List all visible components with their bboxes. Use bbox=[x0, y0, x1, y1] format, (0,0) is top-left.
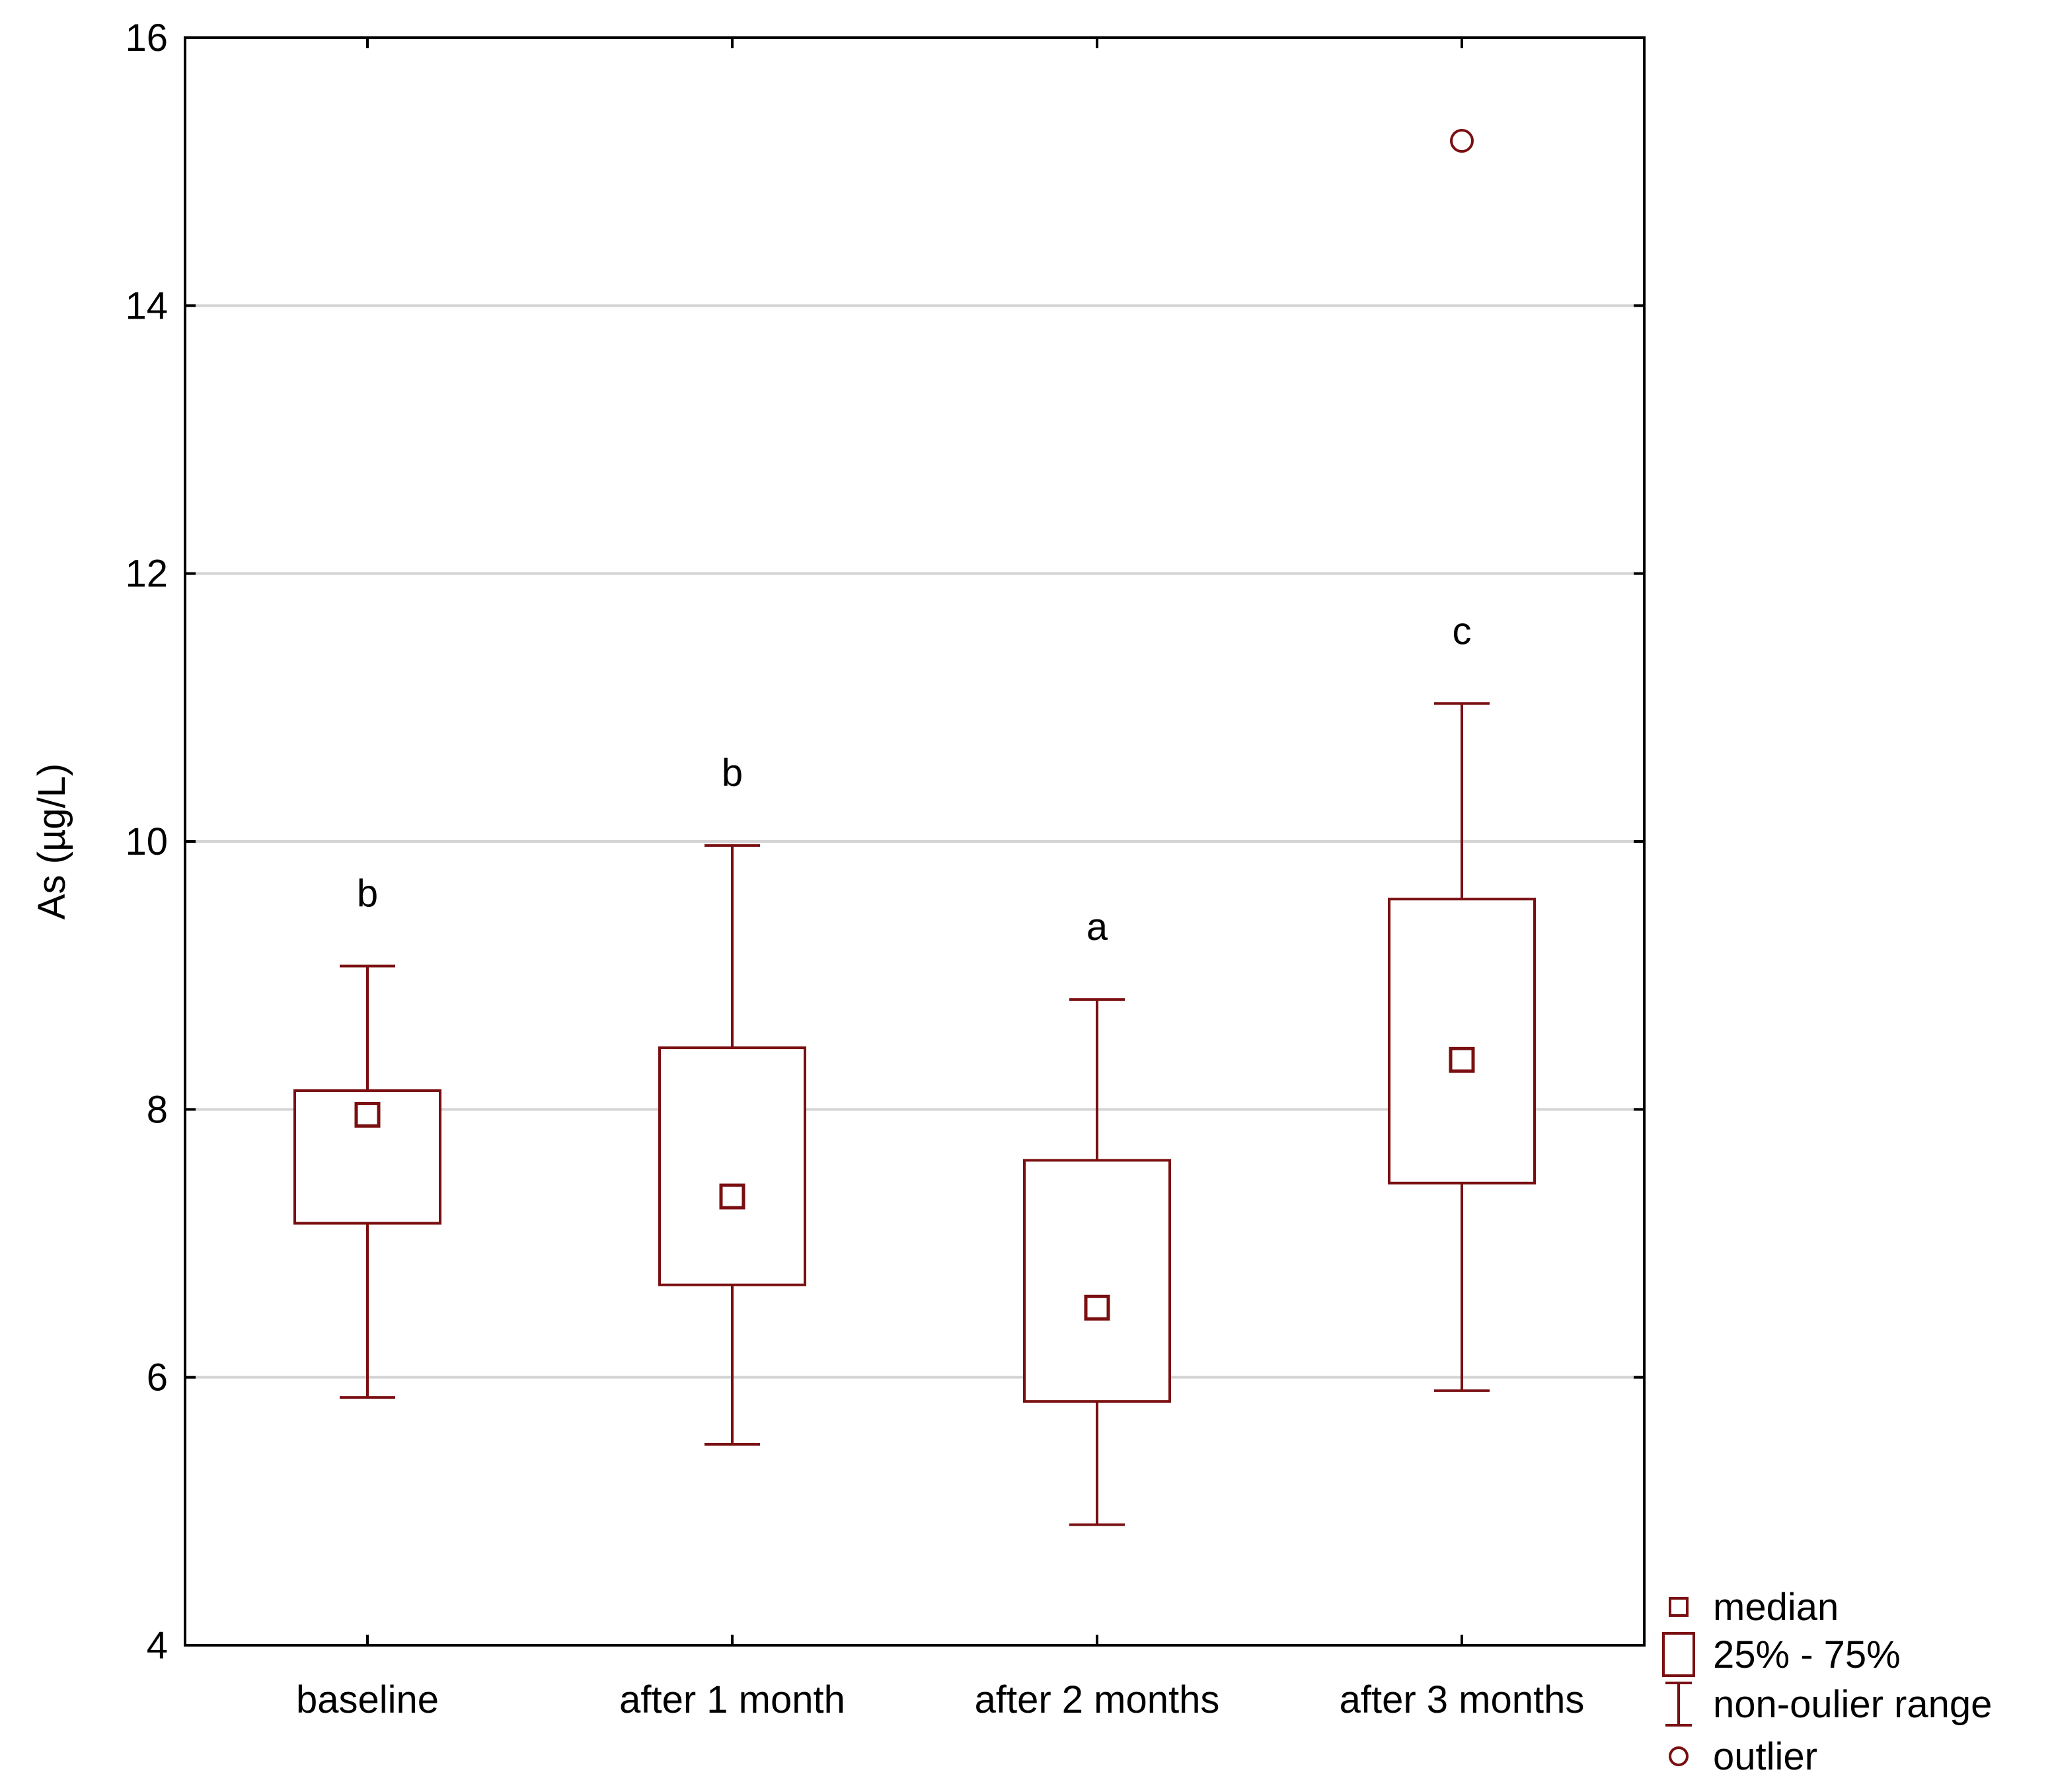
median-marker bbox=[1084, 1294, 1110, 1321]
box-group: c bbox=[1388, 129, 1536, 1392]
group-letter: a bbox=[1086, 906, 1108, 949]
legend-entry: non-oulier range bbox=[1665, 1682, 1992, 1727]
y-tick-label: 16 bbox=[125, 17, 168, 59]
y-tick-label: 6 bbox=[147, 1356, 168, 1399]
legend-label: median bbox=[1713, 1586, 1839, 1629]
box-group: b bbox=[293, 872, 441, 1399]
median-marker bbox=[1449, 1046, 1475, 1073]
legend-label: non-oulier range bbox=[1713, 1683, 1992, 1726]
y-tick-label: 4 bbox=[147, 1624, 168, 1667]
legend-label: outlier bbox=[1713, 1735, 1817, 1778]
outlier-point bbox=[1450, 129, 1474, 153]
iqr-box bbox=[293, 1089, 441, 1225]
group-letter: b bbox=[722, 752, 743, 795]
x-tick-label: after 1 month bbox=[619, 1678, 845, 1721]
y-tick-label: 12 bbox=[125, 553, 168, 596]
y-tick-label: 8 bbox=[147, 1088, 168, 1131]
y-tick-label: 10 bbox=[125, 820, 168, 863]
legend-entry: 25% - 75% bbox=[1662, 1632, 1901, 1677]
iqr-box bbox=[1023, 1159, 1171, 1403]
box-plot-marks: b b a c bbox=[293, 129, 1536, 1526]
legend-outlier-icon bbox=[1669, 1746, 1689, 1766]
median-marker bbox=[719, 1183, 745, 1210]
iqr-box bbox=[1388, 898, 1536, 1185]
iqr-box bbox=[658, 1046, 806, 1286]
group-letter: b bbox=[357, 872, 378, 915]
legend-median-icon bbox=[1669, 1597, 1689, 1617]
axes: 4 6 8 10 12 14 16 baseline after 1 month after 2 … bbox=[125, 17, 1644, 1721]
box-group: a bbox=[1023, 906, 1171, 1526]
y-tick-label: 14 bbox=[125, 284, 168, 327]
legend-entry: outlier bbox=[1669, 1735, 1817, 1778]
legend-box-icon bbox=[1662, 1632, 1695, 1677]
legend-entry: median bbox=[1669, 1586, 1839, 1629]
x-tick-label: after 2 months bbox=[975, 1678, 1220, 1721]
y-axis-title: As (µg/L) bbox=[30, 763, 73, 919]
legend-label: 25% - 75% bbox=[1713, 1633, 1901, 1676]
group-letter: c bbox=[1453, 609, 1472, 652]
x-tick-label: after 3 months bbox=[1340, 1678, 1585, 1721]
x-tick-label: baseline bbox=[296, 1678, 439, 1721]
median-marker bbox=[354, 1101, 381, 1128]
box-group: b bbox=[658, 752, 806, 1446]
